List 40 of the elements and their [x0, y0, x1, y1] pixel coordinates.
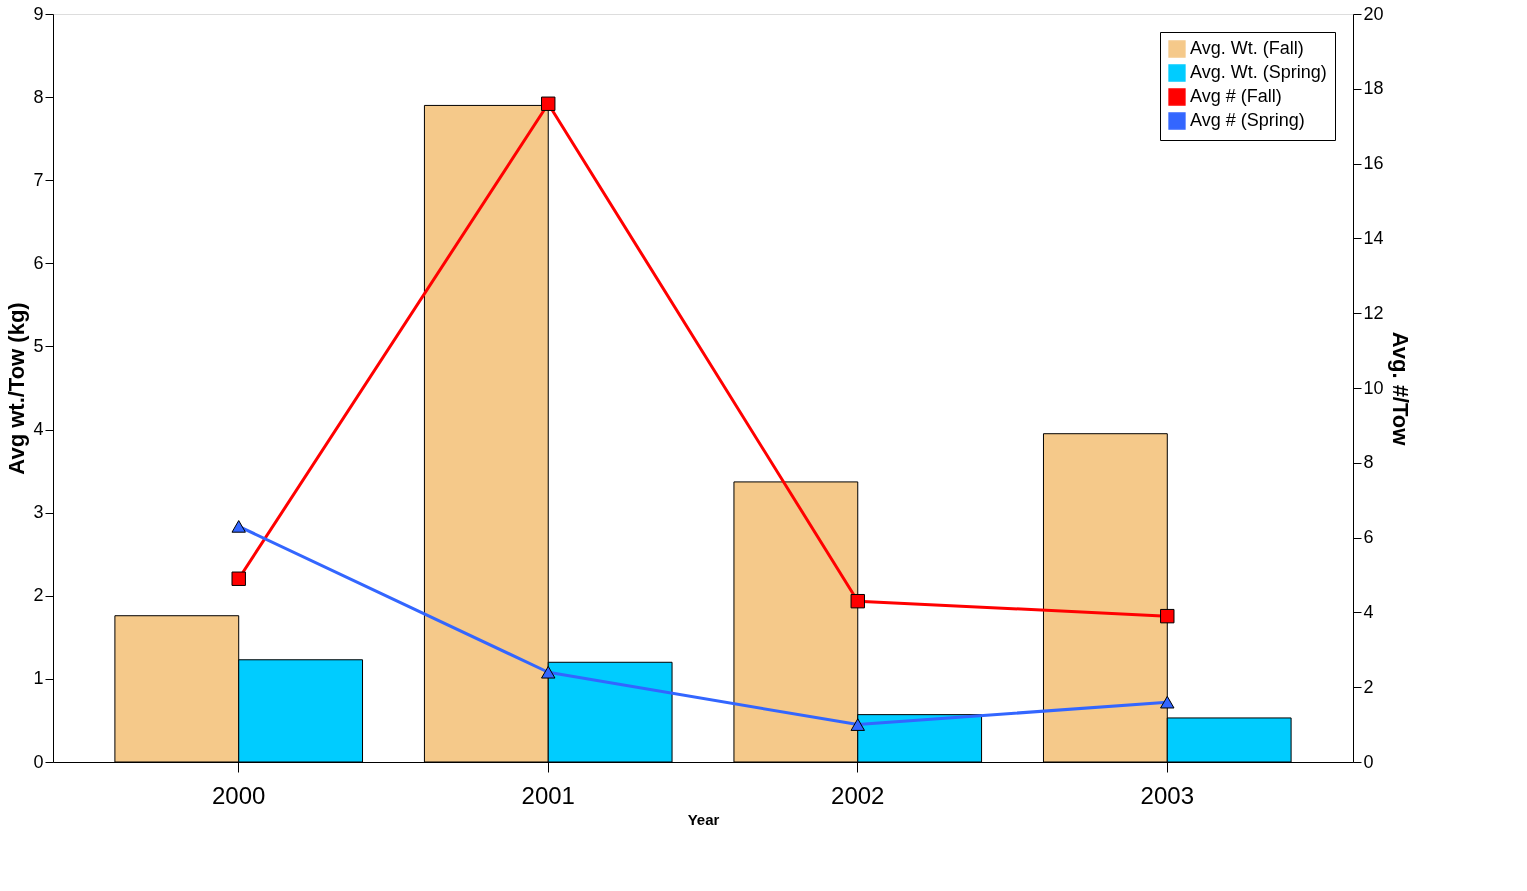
y-tick-label: 9 — [33, 3, 44, 24]
legend-label: Avg # (Fall) — [1190, 86, 1282, 106]
y-tick-label: 1 — [33, 668, 44, 689]
y-tick-label: 8 — [33, 86, 44, 107]
y2-tick-label: 8 — [1363, 452, 1374, 473]
point — [231, 571, 246, 586]
x-axis-title: Year — [687, 810, 720, 828]
y2-tick-label: 2 — [1363, 676, 1374, 697]
point — [850, 593, 865, 609]
y-tick-label: 7 — [33, 169, 44, 190]
x-tick-label: 2000 — [212, 781, 266, 809]
y2-tick-label: 6 — [1363, 527, 1374, 548]
point — [541, 96, 556, 111]
point — [850, 718, 865, 731]
y2-tick-label: 14 — [1363, 227, 1384, 248]
y-tick-label: 5 — [33, 335, 44, 356]
y-tick-label: 2 — [33, 585, 44, 606]
y-axis-title: Avg wt./Tow (kg) — [4, 302, 30, 475]
y-tick-label: 4 — [33, 419, 44, 440]
y2-axis-title: Avg. #/Tow — [1387, 331, 1413, 447]
point — [231, 520, 246, 533]
y2-tick-label: 12 — [1363, 302, 1384, 323]
legend-label: Avg # (Spring) — [1190, 110, 1305, 130]
point — [1160, 608, 1175, 624]
y2-tick-label: 0 — [1363, 751, 1374, 772]
y-tick-label: 3 — [33, 502, 44, 523]
y-tick-label: 6 — [33, 252, 44, 273]
x-tick-label: 2002 — [831, 781, 885, 809]
y-tick-label: 0 — [33, 751, 44, 772]
x-tick-label: 2003 — [1140, 781, 1194, 809]
point — [1160, 695, 1175, 709]
point — [541, 665, 556, 679]
x-tick-label: 2001 — [521, 781, 575, 809]
y2-tick-label: 20 — [1363, 3, 1384, 24]
legend-label: Avg. Wt. (Spring) — [1190, 62, 1327, 82]
y2-tick-label: 10 — [1363, 377, 1384, 398]
legend-label: Avg. Wt. (Fall) — [1190, 38, 1304, 58]
y2-tick-label: 18 — [1363, 78, 1384, 99]
y2-tick-label: 4 — [1363, 601, 1374, 622]
y2-tick-label: 16 — [1363, 153, 1384, 174]
